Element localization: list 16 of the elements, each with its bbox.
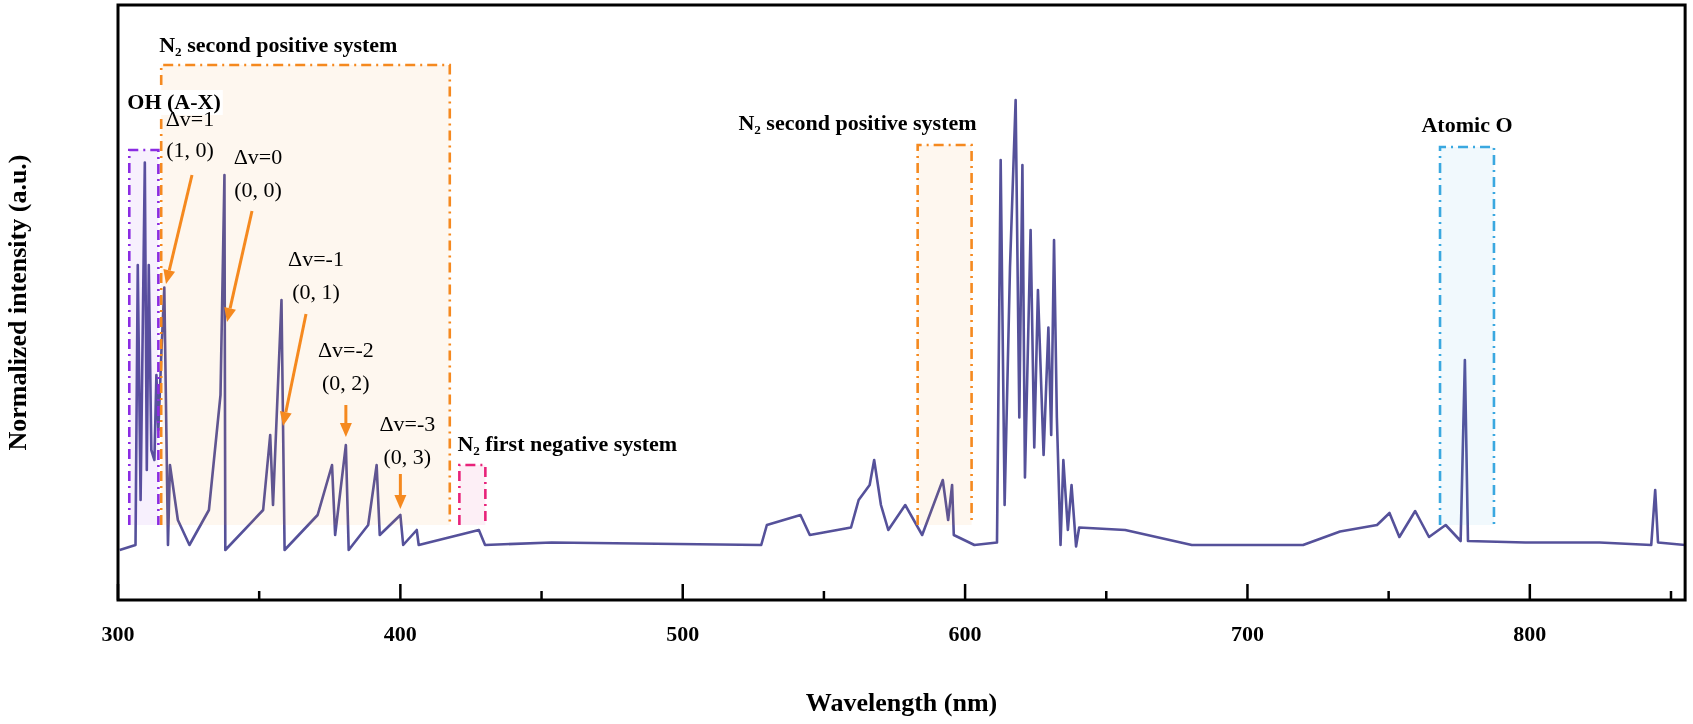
- x-tick-label: 400: [383, 620, 417, 646]
- band-label: N₂ first negative system: [457, 431, 678, 456]
- annotation: Δv=-1 (0, 1): [288, 245, 344, 304]
- x-tick-label: 500: [666, 620, 700, 646]
- x-tick-label: 300: [101, 620, 135, 646]
- band-label: N₂ second positive system: [159, 32, 398, 57]
- annotation: Δv=-3 (0, 3): [379, 410, 436, 469]
- band-label: N₂ second positive system: [738, 110, 977, 135]
- x-tick-label: 600: [948, 620, 982, 646]
- x-tick-label: 800: [1513, 620, 1547, 646]
- band-label: Atomic O: [1421, 112, 1513, 137]
- x-tick-label: 700: [1230, 620, 1264, 646]
- y-axis-title: Normalized intensity (a.u.): [3, 154, 33, 451]
- annotation: Δv=-2 (0, 2): [317, 336, 374, 395]
- annotation: Δv=0 (0, 0): [233, 143, 283, 202]
- x-axis-title: Wavelength (nm): [805, 688, 998, 718]
